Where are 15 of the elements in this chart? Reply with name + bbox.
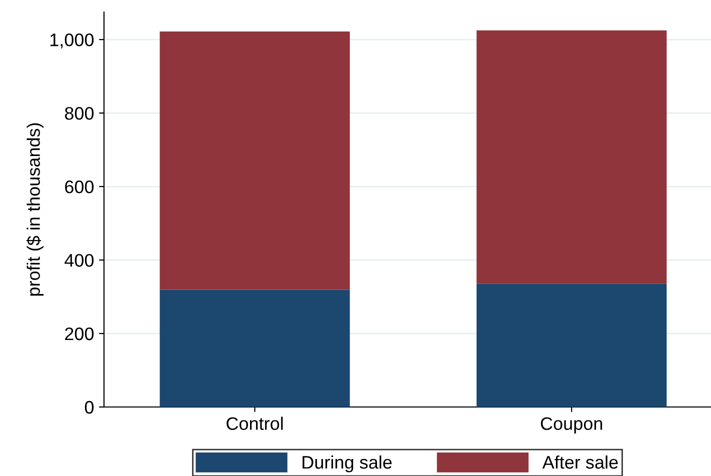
x-tick-label: Control [226,416,283,430]
bar [160,31,350,290]
bar [476,30,667,284]
y-tick-label: 400 [64,254,94,267]
y-axis-title: profit ($ in thousands) [26,123,44,296]
y-tick-label: 0 [84,400,94,414]
y-tick-label: 1,000 [50,33,94,48]
bar [476,284,667,407]
y-tick-label: 800 [64,106,94,120]
bar [160,290,350,407]
legend-label: After sale [542,455,618,469]
x-tick-label: Coupon [540,417,602,434]
text: During sale [302,455,392,472]
y-tick-label: 200 [65,327,94,340]
y-tick-label: 600 [65,180,94,194]
